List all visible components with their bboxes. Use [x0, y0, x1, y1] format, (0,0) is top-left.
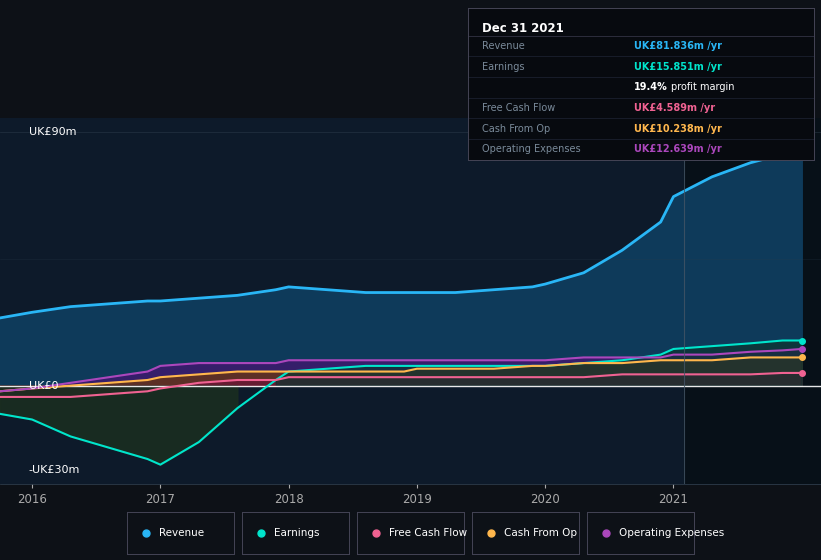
Text: Operating Expenses: Operating Expenses: [482, 144, 580, 154]
Text: 19.4%: 19.4%: [635, 82, 668, 92]
Text: UK£4.589m /yr: UK£4.589m /yr: [635, 103, 715, 113]
Bar: [684, 118, 821, 484]
Text: Free Cash Flow: Free Cash Flow: [389, 529, 467, 538]
Text: Dec 31 2021: Dec 31 2021: [482, 22, 563, 35]
Text: UK£12.639m /yr: UK£12.639m /yr: [635, 144, 722, 154]
Text: Revenue: Revenue: [482, 41, 525, 51]
Text: Revenue: Revenue: [159, 529, 204, 538]
Text: UK£90m: UK£90m: [29, 127, 76, 137]
Text: Cash From Op: Cash From Op: [504, 529, 577, 538]
Text: UK£15.851m /yr: UK£15.851m /yr: [635, 62, 722, 72]
Text: Earnings: Earnings: [482, 62, 525, 72]
Text: profit margin: profit margin: [671, 82, 734, 92]
Text: UK£81.836m /yr: UK£81.836m /yr: [635, 41, 722, 51]
Text: Free Cash Flow: Free Cash Flow: [482, 103, 555, 113]
Text: Cash From Op: Cash From Op: [482, 124, 550, 134]
Text: Earnings: Earnings: [274, 529, 319, 538]
Text: UK£0: UK£0: [29, 381, 58, 391]
Text: -UK£30m: -UK£30m: [29, 465, 80, 475]
Text: Operating Expenses: Operating Expenses: [619, 529, 724, 538]
Text: UK£10.238m /yr: UK£10.238m /yr: [635, 124, 722, 134]
